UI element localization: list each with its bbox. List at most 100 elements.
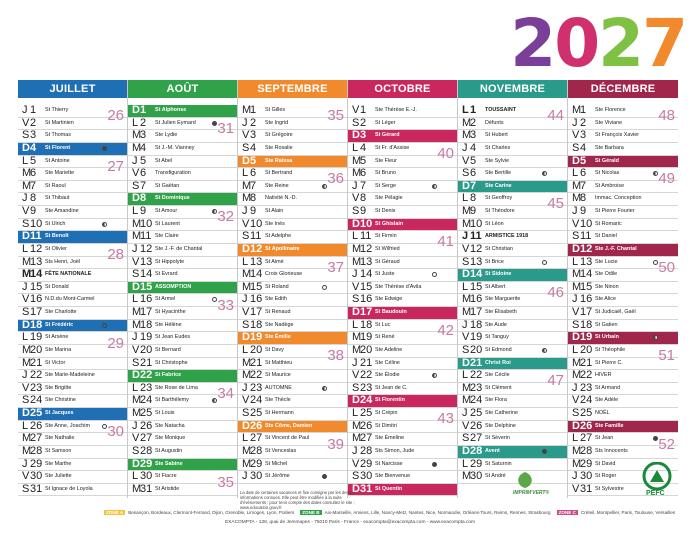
day-row: J 1 St Thierry [18, 105, 127, 118]
saint-name: Ste Brigitte [45, 384, 72, 391]
saint-name: St Renaud [265, 309, 291, 315]
day-number: 20 [360, 344, 373, 356]
day-letter: S [352, 294, 360, 306]
day-letter: M [242, 193, 252, 205]
week-number: 52 [658, 435, 675, 453]
saint-name: St Louis [155, 410, 175, 416]
day-row: M 15 St Roland [238, 282, 347, 295]
saint-name: St Maurice [265, 372, 291, 379]
day-letter: J [572, 294, 578, 306]
day-row: V 23 Ste Brigitte [18, 383, 127, 396]
saint-name: St Théodore [485, 208, 515, 214]
day-letter: J [352, 269, 358, 281]
day-row: M 6 St Bruno [348, 168, 457, 181]
saint-name: St André [485, 473, 506, 480]
saint-name: Sts Côme, Damien [265, 422, 313, 429]
zone-b-text: Aix-Marseille, Amiens, Lille, Nancy-Metz… [324, 510, 551, 515]
day-row: V 1 Ste Thérèse E.-J. [348, 105, 457, 118]
day-row: M 1 Ste Florence [568, 105, 678, 118]
day-row: M 30 St André [458, 471, 567, 484]
saint-name: St David [595, 460, 616, 467]
moon-phase-icon [542, 259, 547, 265]
day-number: 17 [140, 307, 153, 318]
day-letter: S [22, 395, 30, 407]
day-row: V 3 St François Xavier [568, 130, 678, 143]
day-number: 31 [140, 483, 153, 495]
day-row: M 3 St Hubert [458, 130, 567, 143]
day-number: 7 [30, 180, 37, 192]
day-row: V 10 St Romaric [568, 219, 678, 232]
day-row: M 5 Ste Fleur [348, 156, 457, 169]
day-letter: J [462, 142, 468, 154]
day-row: J 9 St Alain [238, 206, 347, 219]
day-number: 20 [470, 344, 483, 356]
day-letter: V [242, 307, 250, 318]
day-number: 5 [30, 155, 37, 167]
saint-name: St Wilfried [375, 245, 400, 252]
day-number: 19 [140, 332, 153, 344]
day-number: 26 [140, 420, 153, 432]
day-letter: L [132, 382, 139, 394]
day-number: 14 [580, 269, 593, 281]
day-letter: M [462, 307, 472, 318]
saint-name: St Baudouin [375, 309, 407, 315]
day-letter: L [132, 117, 139, 129]
day-number: 18 [470, 319, 483, 331]
saint-name: Ste Flora [485, 397, 507, 404]
day-row: V 26 Ste Delphine [458, 421, 567, 434]
year-digit: 2 [598, 5, 644, 82]
saint-name: St Daniel [595, 233, 617, 240]
day-letter: L [352, 231, 359, 243]
year-digit: 2 [510, 5, 556, 82]
day-row: L 8 St Geoffroy [458, 193, 567, 206]
day-letter: D [132, 193, 140, 205]
day-letter: V [242, 130, 250, 142]
day-number: 20 [30, 344, 43, 356]
day-number: 5 [580, 155, 587, 167]
day-letter: M [22, 269, 32, 281]
day-number: 15 [250, 281, 263, 293]
day-number: 9 [250, 206, 257, 217]
day-row: L 25 St Crépin [348, 408, 457, 421]
saint-name: St Amour [155, 208, 178, 214]
day-number: 24 [140, 395, 153, 407]
day-letter: D [462, 357, 470, 369]
day-letter: M [462, 206, 472, 217]
saint-name: St Jérôme [265, 473, 290, 480]
day-number: 11 [30, 231, 42, 243]
day-number: 21 [30, 357, 43, 369]
day-letter: M [352, 243, 362, 255]
saint-name: Ste Marguerite [485, 296, 521, 303]
moon-phase-icon [542, 347, 547, 353]
saint-name: St Adelphe [265, 233, 292, 240]
moon-phase-icon [212, 209, 217, 214]
day-row: V 10 Ste Inès [238, 219, 347, 232]
day-letter: M [352, 256, 362, 268]
day-row: D 29 Ste Sabine [128, 458, 237, 472]
day-letter: D [22, 319, 30, 331]
day-row: M 27 Ste Émeline [348, 433, 457, 446]
day-letter: M [242, 180, 252, 192]
day-letter: D [22, 408, 30, 419]
day-row: M 3 Ste Lydie [128, 130, 237, 143]
day-number: 14 [360, 269, 373, 281]
day-row: V 20 St Bernard [128, 345, 237, 358]
day-letter: J [22, 193, 28, 205]
saint-name: St Jean Eudes [155, 334, 191, 341]
saint-name: St Gaëtan [155, 182, 180, 189]
day-number: 13 [30, 256, 43, 268]
day-number: 14 [140, 269, 153, 281]
day-letter: V [352, 105, 360, 116]
day-number: 10 [140, 218, 153, 230]
moon-phase-icon [542, 171, 547, 177]
day-number: 27 [30, 433, 43, 445]
day-letter: J [242, 471, 248, 483]
saint-name: Ste Céline [375, 359, 400, 366]
day-number: 8 [30, 193, 37, 205]
day-row: J 26 Ste Natacha [128, 421, 237, 434]
day-row: S 4 Ste Rosalie [238, 143, 347, 156]
saint-name: Ste Famille [595, 422, 624, 429]
day-letter: S [132, 180, 140, 192]
day-letter: V [572, 483, 580, 495]
saint-name: St Roland [265, 283, 289, 290]
